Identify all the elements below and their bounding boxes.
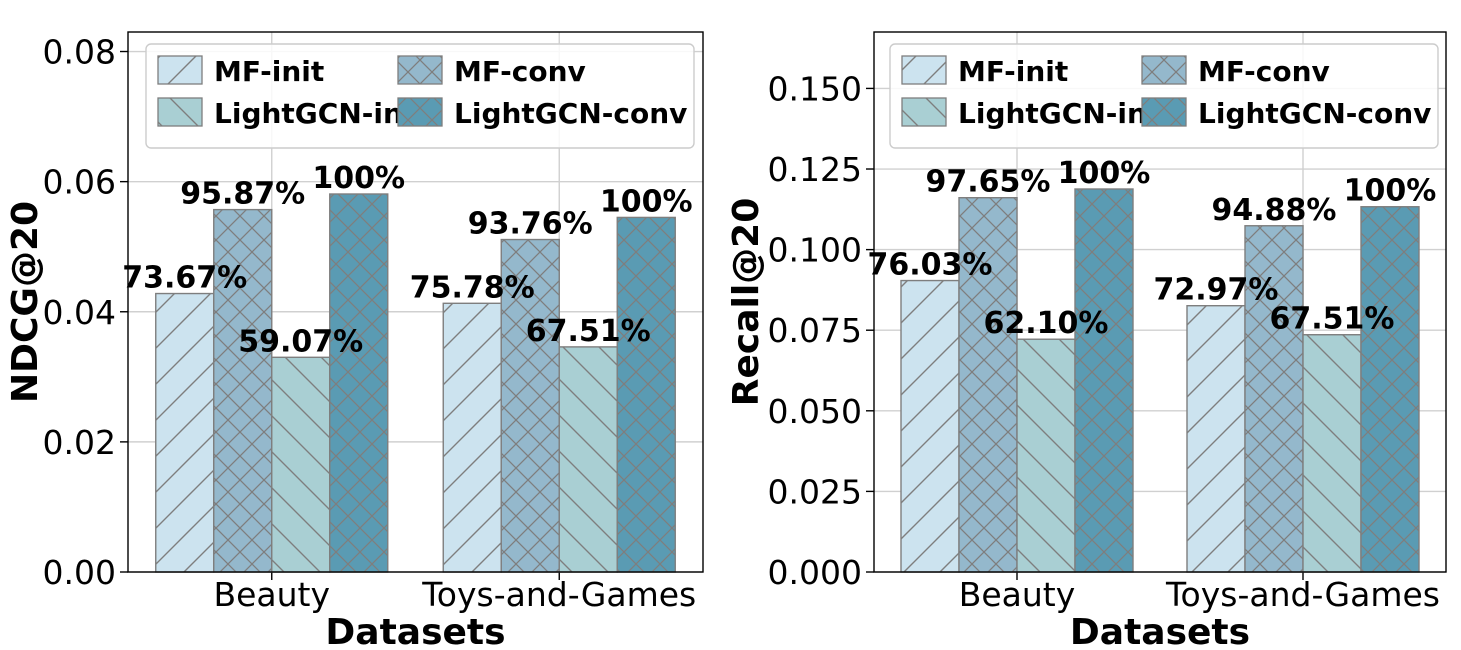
bar-mf-init-hatch — [442, 302, 502, 573]
data-label: 100% — [312, 161, 405, 196]
legend-label-mf-init: MF-init — [214, 55, 324, 88]
legend-swatch-hatch — [397, 97, 443, 127]
data-label: 100% — [1344, 174, 1437, 209]
y-tick-label: 0.02 — [43, 423, 116, 462]
ndcg-chart-panel: 0.00 0.02 0.04 0.06 0.08 Beauty Toys-and-Games… — [5, 31, 704, 650]
y-tick-label: 0.08 — [43, 33, 116, 72]
data-label: 95.87% — [180, 177, 305, 212]
x-tick-label: Beauty — [959, 575, 1076, 614]
bar-mf-init-hatch — [1186, 305, 1246, 573]
y-tick-label: 0.06 — [43, 163, 116, 202]
legend-swatch-hatch — [901, 55, 947, 85]
y-tick-label: 0.150 — [768, 69, 862, 108]
legend-label-lightgcn-init: LightGCN-init — [214, 97, 426, 130]
recall-chart-panel: 0.000 0.025 0.050 0.075 0.100 0.125 0.150 Beaut… — [726, 31, 1447, 650]
bar-mf-init-hatch — [155, 292, 215, 573]
data-label: 67.51% — [1270, 302, 1395, 337]
data-label: 73.67% — [122, 261, 247, 296]
bar-mf-conv-hatch — [958, 197, 1018, 573]
data-label: 62.10% — [984, 306, 1109, 341]
bar-lightgcn-conv-hatch — [1074, 188, 1134, 573]
x-tick-label: Toys-and-Games — [1165, 575, 1440, 614]
bar-lightgcn-conv-hatch — [616, 216, 676, 573]
legend-swatch-hatch — [1141, 97, 1187, 127]
data-label: 100% — [1058, 156, 1151, 191]
data-label: 72.97% — [1154, 273, 1279, 308]
legend-swatch-hatch — [397, 55, 443, 85]
axes-frame — [127, 31, 704, 573]
y-tick-label: 0.025 — [768, 472, 862, 511]
y-tick-label: 0.050 — [768, 392, 862, 431]
data-label: 75.78% — [410, 270, 535, 305]
x-tick-label: Toys-and-Games — [421, 575, 696, 614]
data-label: 76.03% — [868, 248, 993, 283]
y-tick-label: 0.000 — [768, 553, 862, 592]
y-axis-title: NDCG@20 — [5, 201, 46, 403]
y-tick-label: 0.075 — [768, 311, 862, 350]
legend-swatch-hatch — [901, 97, 947, 127]
legend-box — [889, 43, 1439, 149]
data-label: 93.76% — [468, 207, 593, 242]
data-label: 94.88% — [1212, 193, 1337, 228]
legend-label-mf-conv: MF-conv — [454, 55, 586, 88]
x-axis-title: Datasets — [1070, 612, 1250, 650]
bar-lightgcn-init-hatch — [271, 356, 331, 573]
legend-label-lightgcn-conv: LightGCN-conv — [1198, 97, 1431, 130]
bar-lightgcn-init-hatch — [558, 346, 618, 573]
legend-swatch-hatch — [1141, 55, 1187, 85]
data-label: 100% — [600, 184, 693, 219]
y-tick-label: 0.04 — [43, 293, 116, 332]
data-label: 67.51% — [526, 314, 651, 349]
data-label: 97.65% — [926, 165, 1051, 200]
legend-box — [145, 43, 695, 149]
legend-label-mf-init: MF-init — [958, 55, 1068, 88]
legend-label-lightgcn-init: LightGCN-init — [958, 97, 1170, 130]
legend-label-mf-conv: MF-conv — [1198, 55, 1330, 88]
y-tick-label: 0.00 — [43, 553, 116, 592]
x-tick-label: Beauty — [213, 575, 330, 614]
y-tick-label: 0.125 — [768, 150, 862, 189]
legend-label-lightgcn-conv: LightGCN-conv — [454, 97, 687, 130]
x-axis-title: Datasets — [325, 612, 505, 650]
legend-swatch-hatch — [157, 97, 203, 127]
axes-frame — [873, 31, 1447, 573]
legend-swatch-hatch — [157, 55, 203, 85]
y-tick-label: 0.100 — [768, 231, 862, 270]
data-label: 59.07% — [238, 324, 363, 359]
bar-lightgcn-init-hatch — [1016, 338, 1076, 573]
y-axis-title: Recall@20 — [726, 198, 767, 407]
bar-mf-conv-hatch — [500, 238, 560, 573]
bar-mf-conv-hatch — [1244, 225, 1304, 573]
bar-lightgcn-conv-hatch — [329, 193, 389, 573]
bar-lightgcn-init-hatch — [1302, 334, 1362, 573]
bar-lightgcn-conv-hatch — [1360, 206, 1420, 573]
bar-mf-init-hatch — [900, 279, 960, 573]
